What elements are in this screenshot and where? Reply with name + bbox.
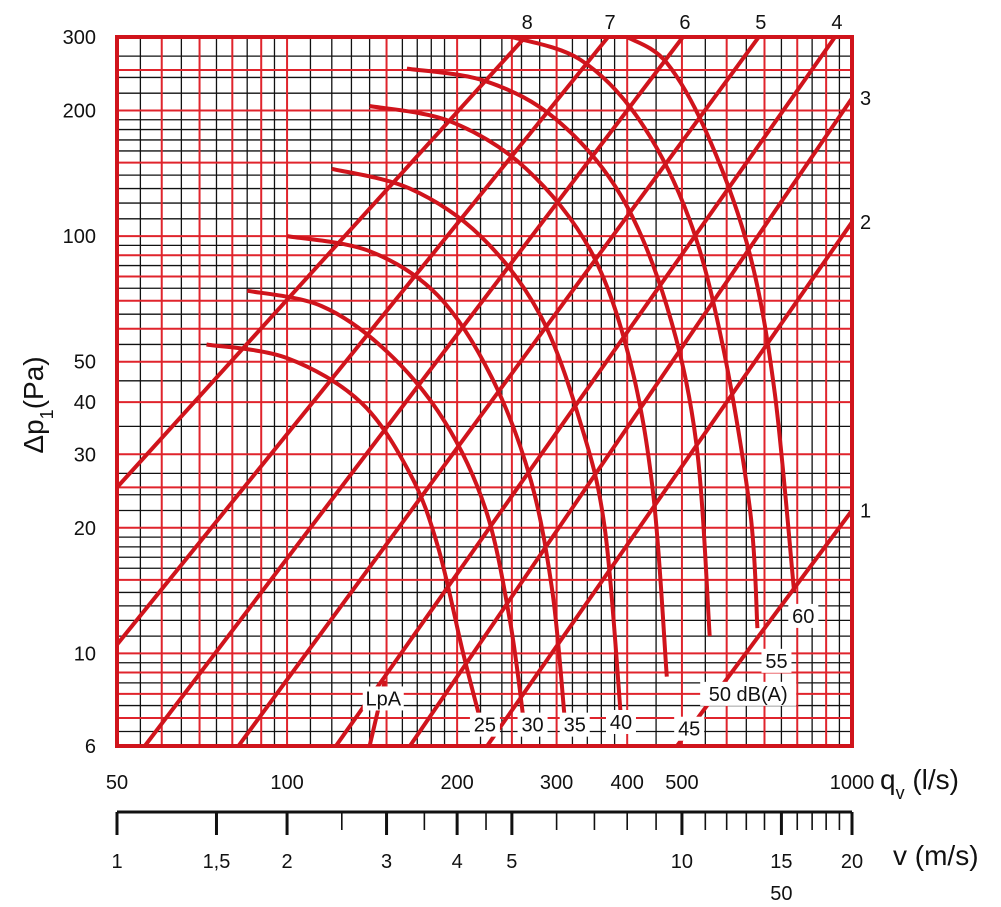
curves-layer — [117, 37, 852, 746]
x-tick-label: 1000 — [830, 772, 875, 794]
line-label-5: 5 — [755, 12, 766, 34]
x-tick-label: 300 — [540, 772, 573, 794]
characteristic-line-7 — [117, 37, 610, 646]
noise-label-30: 30 — [521, 715, 543, 737]
noise-label-bg — [674, 716, 705, 741]
noise-label-60: 60 — [792, 606, 814, 628]
velocity-scale: 1 1,5 2 3 4 5 10 15 20 v (m/s) 50 — [111, 810, 979, 905]
line-label-8: 8 — [522, 12, 533, 34]
noise-label-bg — [469, 712, 500, 737]
velocity-tick-label: 5 — [506, 851, 517, 873]
noise-label-bg — [559, 712, 590, 737]
noise-label-50dBA: 50 dB(A) — [709, 684, 788, 706]
line-label-4: 4 — [831, 12, 842, 34]
velocity-tick-label: 15 — [770, 851, 792, 873]
noise-label-LpA: LpA — [365, 688, 401, 710]
velocity-tick-label: 2 — [282, 851, 293, 873]
velocity-tick-label: 10 — [671, 851, 693, 873]
y-tick-label: 10 — [74, 643, 96, 665]
y-tick-label: 6 — [85, 736, 96, 758]
noise-label-bg — [362, 686, 404, 711]
noise-label-bg — [700, 681, 797, 706]
line-label-3: 3 — [860, 88, 871, 110]
x-tick-label: 50 — [106, 772, 128, 794]
y-tick-label: 100 — [63, 226, 96, 248]
line-label-7: 7 — [604, 12, 615, 34]
y-tick-label: 30 — [74, 444, 96, 466]
line-label-2: 2 — [860, 212, 871, 234]
plot-frame — [115, 35, 854, 748]
x-tick-label: 400 — [611, 772, 644, 794]
noise-label-40: 40 — [610, 712, 632, 734]
noise-curve-45 — [369, 104, 669, 677]
characteristic-line-2 — [485, 221, 852, 746]
noise-curve-50 — [406, 66, 712, 637]
noise-curve-35 — [286, 234, 567, 719]
y-tick-label: 20 — [74, 518, 96, 540]
noise-label-45: 45 — [678, 719, 700, 741]
velocity-tick-label: 1,5 — [203, 851, 231, 873]
x-axis-title: qv (l/s) — [880, 764, 959, 803]
characteristic-line-1 — [675, 509, 852, 746]
axes-text-layer: 6 10 20 30 40 50 100 200 300 50 100 200 300 400 500 100… — [18, 27, 959, 803]
characteristic-line-4 — [334, 37, 837, 746]
characteristic-line-3 — [408, 97, 852, 746]
x-tick-label: 200 — [440, 772, 473, 794]
velocity-axis-title: v (m/s) — [893, 840, 979, 871]
velocity-tick-label: 4 — [452, 851, 463, 873]
x-tick-label: 100 — [270, 772, 303, 794]
noise-label-bg — [788, 603, 819, 628]
characteristic-line-6 — [143, 37, 685, 746]
characteristic-line-8 — [117, 37, 527, 489]
y-tick-label: 300 — [63, 27, 96, 49]
velocity-tick-label: 20 — [841, 851, 863, 873]
noise-label-bg — [761, 648, 792, 673]
velocity-tick-label: 1 — [111, 851, 122, 873]
line-label-1: 1 — [860, 501, 871, 523]
velocity-tick-label: 3 — [381, 851, 392, 873]
y-axis-title: Δp1(Pa) — [18, 356, 57, 453]
noise-label-bg — [517, 712, 548, 737]
minor-grid — [117, 37, 852, 746]
noise-label-bg — [605, 709, 636, 734]
y-tick-label: 50 — [74, 352, 96, 374]
line-label-6: 6 — [679, 12, 690, 34]
noise-curve-25 — [206, 342, 483, 722]
noise-label-35: 35 — [564, 715, 586, 737]
noise-curve-40 — [331, 166, 623, 719]
y-tick-label: 200 — [63, 100, 96, 122]
velocity-extra-label: 50 — [770, 883, 792, 905]
y-tick-label: 40 — [74, 392, 96, 414]
noise-label-25: 25 — [474, 715, 496, 737]
noise-curve-60 — [626, 37, 797, 593]
noise-curve-30 — [246, 288, 526, 719]
x-tick-label: 500 — [665, 772, 698, 794]
noise-curve-55 — [511, 37, 760, 629]
noise-label-55: 55 — [765, 651, 787, 673]
